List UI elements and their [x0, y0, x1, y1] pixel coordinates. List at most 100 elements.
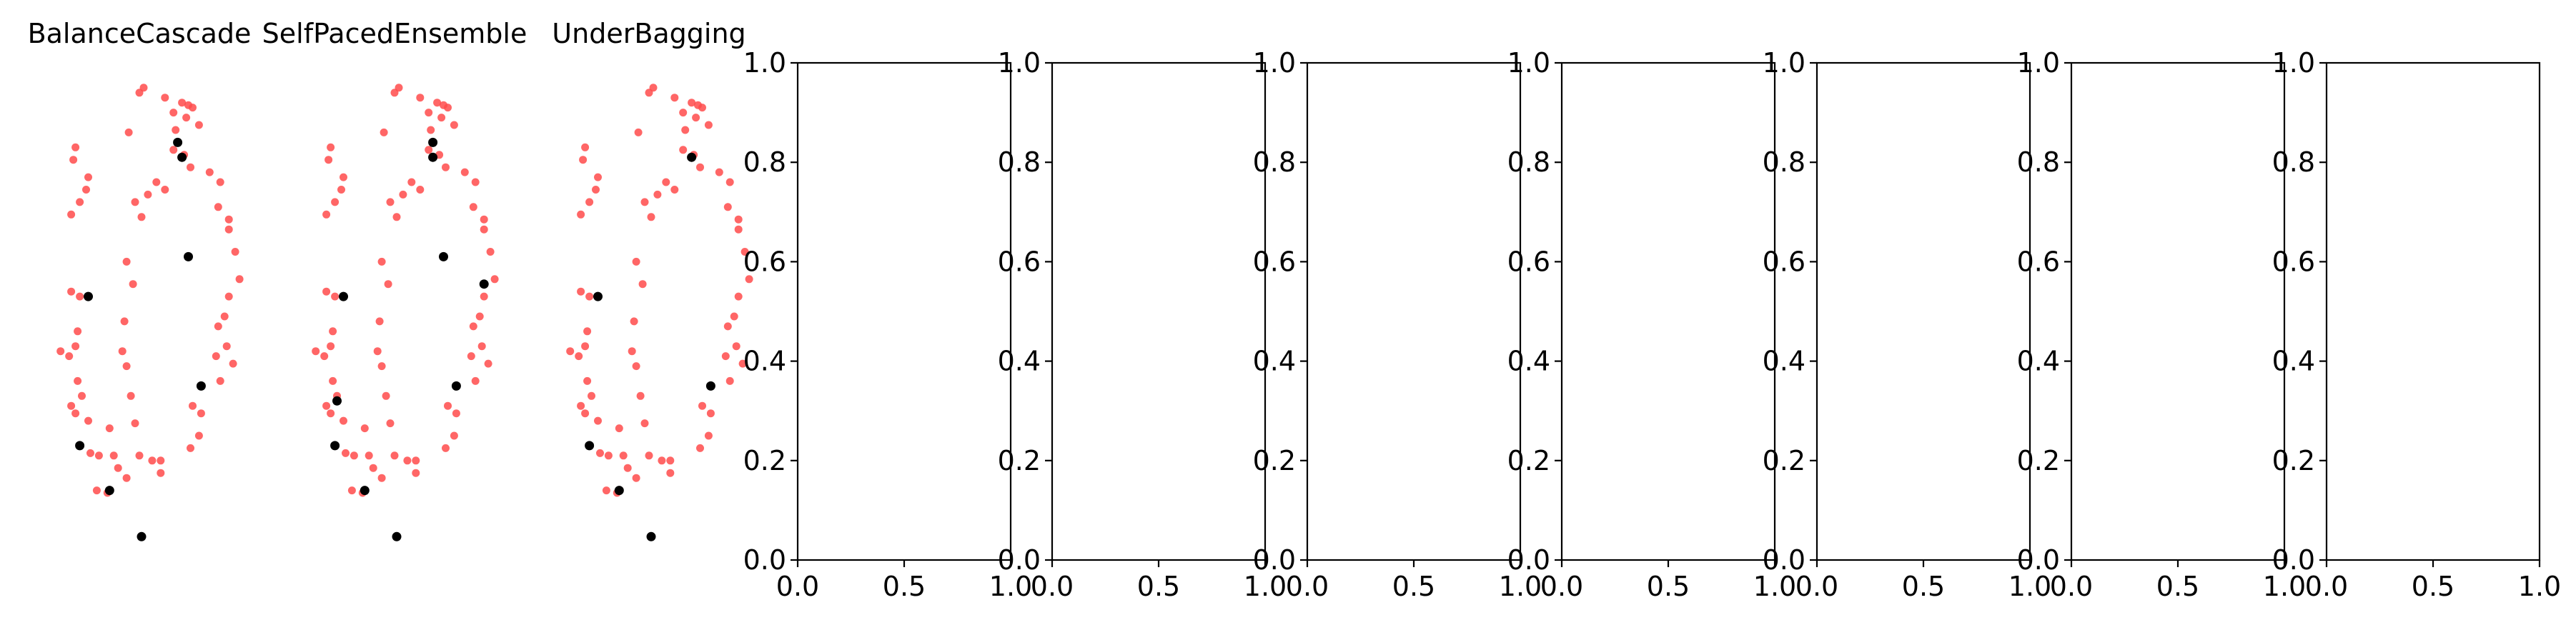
- red-point: [224, 225, 233, 234]
- black-point: [332, 396, 342, 406]
- red-point: [320, 352, 329, 361]
- y-tick-label: 0.8: [2272, 146, 2315, 178]
- red-point: [471, 178, 480, 186]
- red-point: [581, 342, 590, 351]
- red-point: [216, 376, 224, 385]
- red-point: [745, 275, 753, 284]
- red-point: [681, 126, 690, 134]
- red-point: [640, 198, 649, 206]
- red-point: [131, 419, 139, 428]
- red-point: [122, 474, 131, 482]
- red-point: [602, 486, 610, 495]
- red-point: [662, 178, 670, 186]
- red-point: [490, 275, 499, 284]
- y-tick-label: 0.8: [2017, 146, 2060, 178]
- red-point: [442, 444, 450, 452]
- red-point: [577, 210, 585, 219]
- red-point: [342, 449, 350, 457]
- y-tick-label: 0.4: [743, 346, 786, 377]
- red-point: [450, 431, 458, 440]
- y-tick-label: 0.6: [1507, 246, 1550, 277]
- y-tick-label: 0.6: [743, 246, 786, 277]
- red-point: [469, 203, 477, 211]
- subplot-4: 0.0 0.5 1.0 0.0 0.2 0.4 0.6 0.8 1.0: [743, 47, 1033, 602]
- red-point: [124, 128, 133, 136]
- subplot-7: 0.0 0.5 1.0 0.0 0.2 0.4 0.6 0.8 1.0: [1507, 47, 1797, 602]
- red-point: [360, 424, 369, 433]
- black-point: [177, 152, 187, 162]
- y-tick-label: 0.8: [1507, 146, 1550, 178]
- red-point: [329, 376, 337, 385]
- red-point: [632, 362, 640, 371]
- red-point: [738, 359, 747, 368]
- red-point: [583, 376, 592, 385]
- red-point: [78, 391, 86, 400]
- red-point: [585, 292, 594, 301]
- y-tick-label: 0.4: [1253, 346, 1296, 377]
- subplot-title: SelfPacedEnsemble: [262, 18, 527, 49]
- x-tick-label: 0.0: [2305, 571, 2348, 602]
- black-point: [585, 441, 595, 451]
- red-point: [475, 312, 484, 321]
- x-tick-label: 0.0: [1286, 571, 1329, 602]
- red-point: [592, 186, 600, 194]
- black-point: [687, 152, 697, 162]
- red-point: [666, 456, 675, 465]
- red-point: [327, 409, 335, 418]
- red-point: [71, 143, 80, 151]
- y-tick-label: 0.8: [998, 146, 1041, 178]
- y-tick-label: 1.0: [2017, 47, 2060, 79]
- red-point: [734, 292, 743, 301]
- red-point: [723, 203, 732, 211]
- red-point: [327, 342, 335, 351]
- red-point: [416, 94, 425, 102]
- red-point: [197, 409, 205, 418]
- red-point: [721, 352, 730, 361]
- red-point: [442, 163, 450, 171]
- x-tick-label: 0.5: [2412, 571, 2454, 602]
- x-tick-label: 0.0: [2050, 571, 2093, 602]
- red-point: [71, 409, 80, 418]
- black-point: [614, 486, 624, 496]
- black-point: [392, 531, 402, 541]
- y-tick-label: 0.6: [2272, 246, 2315, 277]
- red-point: [329, 327, 337, 336]
- red-point: [157, 469, 165, 477]
- red-point: [619, 451, 628, 460]
- red-point: [67, 287, 76, 296]
- red-point: [231, 248, 239, 256]
- red-point: [416, 186, 425, 194]
- red-point: [392, 213, 401, 221]
- red-point: [480, 225, 488, 234]
- black-point: [428, 152, 438, 162]
- red-point: [575, 352, 583, 361]
- black-point: [451, 381, 461, 391]
- black-point: [84, 291, 93, 301]
- y-tick-label: 0.0: [998, 544, 1041, 576]
- red-point: [169, 109, 178, 117]
- red-point: [194, 431, 203, 440]
- red-point: [322, 287, 331, 296]
- red-point: [395, 84, 403, 92]
- y-tick-label: 0.2: [1253, 445, 1296, 476]
- red-point: [369, 464, 377, 472]
- red-point: [56, 347, 65, 356]
- red-point: [178, 99, 187, 107]
- subplot-2: SelfPacedEnsemble: [262, 18, 527, 541]
- red-point: [148, 456, 157, 465]
- y-tick-label: 0.8: [1763, 146, 1805, 178]
- red-point: [67, 401, 76, 410]
- red-point: [337, 186, 345, 194]
- red-point: [139, 84, 148, 92]
- black-point: [173, 137, 183, 147]
- red-point: [74, 376, 82, 385]
- red-point: [670, 186, 679, 194]
- x-tick-label: 0.0: [776, 571, 819, 602]
- red-point: [577, 401, 585, 410]
- red-point: [69, 156, 78, 164]
- red-point: [594, 173, 602, 181]
- red-point: [135, 451, 144, 460]
- x-tick-label: 1.0: [1753, 571, 1796, 602]
- red-point: [638, 280, 647, 289]
- red-point: [224, 292, 233, 301]
